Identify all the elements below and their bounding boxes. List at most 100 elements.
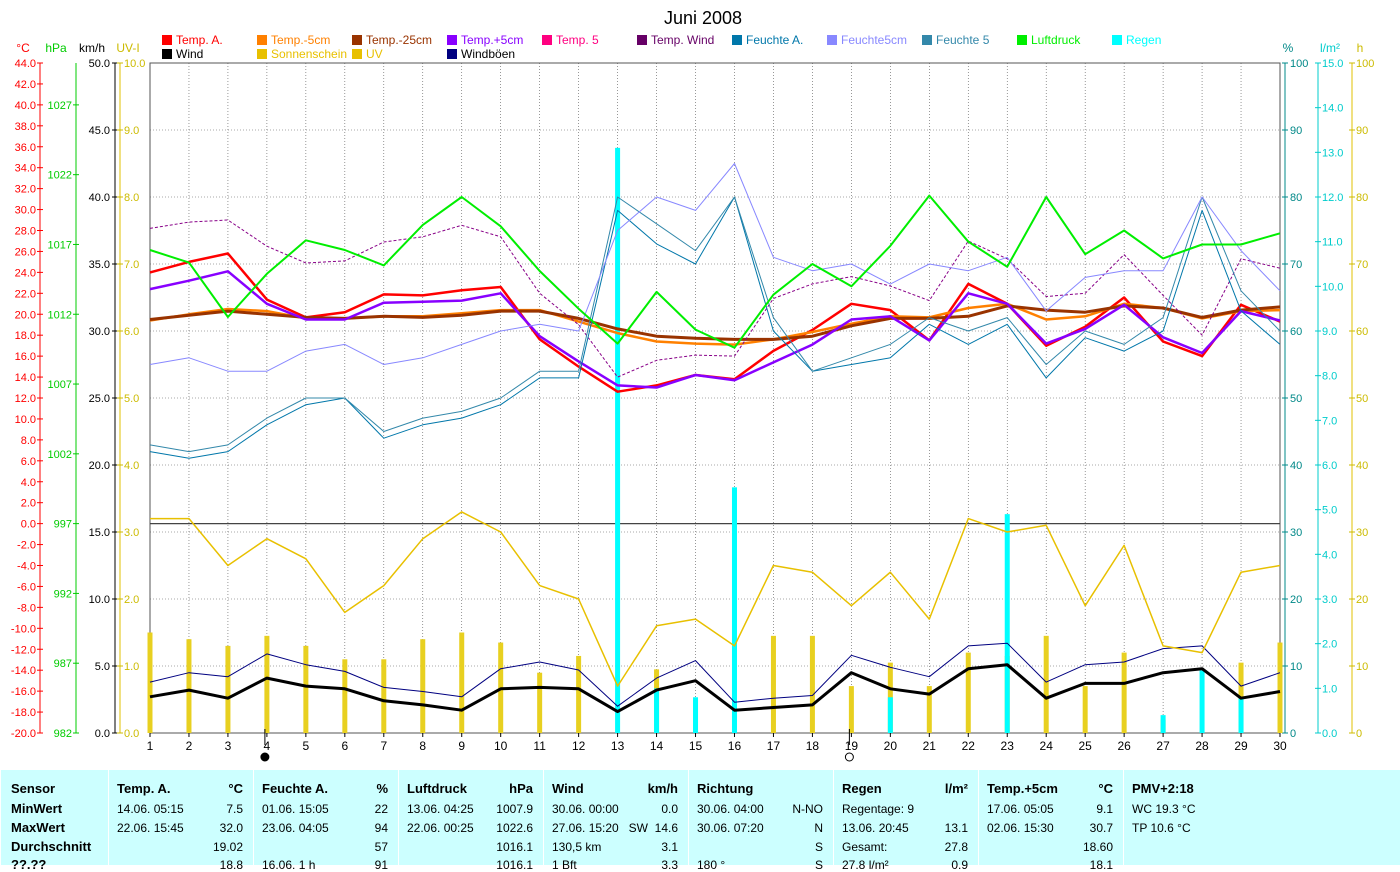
x-tick-label: 8 [419,739,426,753]
summary-value: 7.5 [226,802,243,816]
humidity-tick-label: 0 [1290,728,1296,740]
wind-tick-label: 10.0 [89,594,110,606]
x-tick-label: 27 [1156,739,1170,753]
sun-tick-label: 100 [1356,58,1374,70]
uv-tick-label: 1.0 [124,661,139,673]
full-moon-icon [844,752,854,762]
temp-tick-label: -8.0 [17,602,36,614]
summary-value: N [814,821,823,835]
rain-tick-label: 7.0 [1322,415,1337,427]
humidity-tick-label: 70 [1290,259,1302,271]
temp-tick-label: 22.0 [15,288,36,300]
summary-header: Regen [842,781,882,796]
legend-swatch [922,35,932,45]
summary-value: 13.1 [944,821,968,835]
summary-value: 3.3 [661,858,678,872]
legend-swatch [447,49,457,59]
x-tick-label: 14 [650,739,664,753]
summary-cell: WC 19.3 °C [1132,802,1196,816]
chart-title: Juni 2008 [664,8,742,28]
temp-tick-label: -12.0 [11,644,36,656]
uv-tick-label: 2.0 [124,594,139,606]
x-tick-label: 3 [225,739,232,753]
x-tick-label: 12 [572,739,586,753]
temp-tick-label: 36.0 [15,142,36,154]
regen-bar [1199,670,1205,733]
summary-unit: % [376,781,388,796]
rain-tick-label: 15.0 [1322,58,1343,70]
temp-tick-label: 6.0 [21,456,36,468]
temp-tick-label: 12.0 [15,393,36,405]
uv-tick-label: 3.0 [124,527,139,539]
summary-header: Temp. A. [117,781,171,796]
chart-axes: -20.0 -18.0 -16.0 -14.0 -12.0 -10.0 -8.0 -6.0 -4… [11,41,1374,740]
wind-tick-label: 30.0 [89,326,110,338]
uv-tick-label: 6.0 [124,326,139,338]
summary-header: PMV+2:18 [1132,781,1194,796]
summary-col-temp-a: Temp. A. °C 14.06. 05:15 7.5 22.06. 15:45 32.… [108,770,253,872]
temp-tick-label: 8.0 [21,435,36,447]
summary-cell: 14.06. 05:15 [117,802,184,816]
summary-value: 32.0 [219,821,243,835]
temp-tick-label: 0.0 [21,519,36,531]
legend-swatch [447,35,457,45]
rain-tick-label: 14.0 [1322,103,1343,115]
humidity-tick-label: 60 [1290,326,1302,338]
summary-value: 18.60 [1082,840,1113,854]
rain-tick-label: 2.0 [1322,639,1337,651]
sonnenschein-bar [770,635,776,733]
summary-cell: 17.06. 05:05 [987,802,1054,816]
uv-tick-label: 8.0 [124,192,139,204]
summary-cell: 13.06. 04:25 [407,802,474,816]
temp-tick-label: 42.0 [15,79,36,91]
summary-unit: °C [1098,781,1113,796]
regen-bar [1004,514,1010,733]
wind-tick-label: 20.0 [89,460,110,472]
sonnenschein-bar [303,645,309,733]
sonnenschein-bar [1277,642,1283,733]
legend-swatch [257,35,267,45]
summary-value: 91 [374,858,388,872]
legend-swatch [1017,35,1027,45]
humidity-tick-label: 50 [1290,393,1302,405]
x-tick-label: 24 [1040,739,1054,753]
rain-tick-label: 3.0 [1322,594,1337,606]
summary-cell: 02.06. 15:30 [987,821,1054,835]
sonnenschein-bar [420,639,426,733]
pressure-tick-label: 992 [54,588,72,600]
row-label: ??.?? [11,857,47,872]
regen-bar [1238,697,1244,733]
pressure-tick-label: 982 [54,728,72,740]
summary-value: 1016.1 [496,858,533,872]
sun-tick-label: 10 [1356,661,1368,673]
pressure-tick-label: 1017 [48,239,72,251]
temp-tick-label: 10.0 [15,414,36,426]
series-line-feuchte-a- [149,196,1281,459]
sonnenschein-bar [264,635,270,733]
temp-tick-label: 44.0 [15,58,36,70]
temp-tick-label: -14.0 [11,665,36,677]
rain-tick-label: 5.0 [1322,505,1337,517]
temp-tick-label: 40.0 [15,100,36,112]
sonnenschein-bar [147,632,153,733]
summary-unit: km/h [647,781,678,796]
sonnenschein-bar [459,632,465,733]
temp-tick-label: 32.0 [15,184,36,196]
legend-label: Temp. A. [176,33,223,47]
sonnenschein-bar [576,655,582,733]
rain-tick-label: 11.0 [1322,237,1343,249]
pressure-unit-label: hPa [45,41,67,55]
summary-col-temp5: Temp.+5cm °C 17.06. 05:05 9.1 02.06. 15:30 30… [978,770,1123,872]
summary-cell: 16.06. 1 h [262,858,316,872]
summary-unit: hPa [509,781,533,796]
sonnenschein-bar [1121,652,1127,733]
legend-label: Regen [1126,33,1161,47]
legend-label: Temp.+5cm [461,33,523,47]
summary-header: Wind [552,781,584,796]
regen-bar [731,487,737,733]
pressure-tick-label: 1002 [48,449,72,461]
temp-tick-label: 34.0 [15,163,36,175]
x-tick-label: 26 [1117,739,1131,753]
summary-cell: 30.06. 07:20 [697,821,764,835]
sonnenschein-bar [848,686,854,733]
